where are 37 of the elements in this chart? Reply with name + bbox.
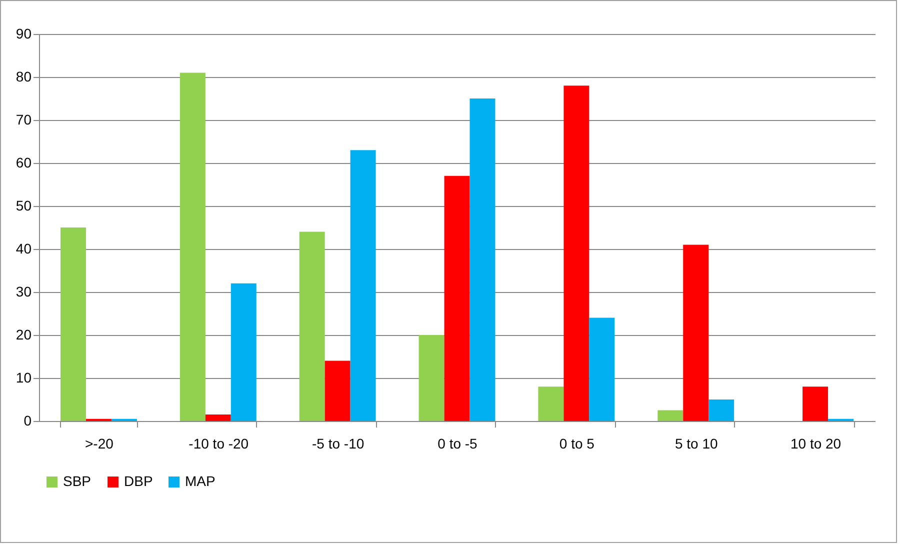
x-tick-label: >-20 bbox=[85, 436, 114, 452]
y-tick-label: 60 bbox=[16, 154, 32, 170]
y-tick-label: 30 bbox=[16, 284, 32, 300]
legend-label: DBP bbox=[124, 473, 153, 489]
bar bbox=[708, 400, 734, 421]
x-tick-label: 10 to 20 bbox=[790, 436, 842, 452]
y-tick-label: 10 bbox=[16, 370, 32, 386]
bar bbox=[350, 150, 376, 421]
y-tick-label: 50 bbox=[16, 198, 32, 214]
bar bbox=[418, 335, 444, 421]
bar bbox=[564, 86, 590, 421]
x-tick-label: 5 to 10 bbox=[674, 436, 718, 452]
bar bbox=[205, 414, 231, 421]
y-tick-label: 40 bbox=[16, 240, 32, 256]
bar bbox=[444, 176, 470, 421]
legend-label: SBP bbox=[63, 473, 92, 489]
y-tick-label: 90 bbox=[16, 26, 32, 42]
y-tick-label: 20 bbox=[16, 326, 32, 342]
bar bbox=[470, 98, 496, 421]
x-tick-label: -10 to -20 bbox=[188, 436, 249, 452]
bar bbox=[299, 232, 325, 421]
bar bbox=[683, 244, 709, 421]
bar bbox=[60, 228, 86, 421]
bar bbox=[180, 72, 206, 421]
bar bbox=[658, 410, 684, 421]
x-tick-label: 0 to -5 bbox=[438, 436, 478, 452]
bar bbox=[230, 283, 256, 421]
y-tick-label: 70 bbox=[16, 112, 32, 128]
legend-label: MAP bbox=[185, 473, 216, 489]
y-tick-label: 80 bbox=[16, 68, 32, 84]
bar bbox=[802, 386, 828, 421]
y-tick-label: 0 bbox=[24, 412, 32, 428]
bar bbox=[589, 318, 615, 421]
bar bbox=[538, 386, 564, 421]
x-tick-label: -5 to -10 bbox=[312, 436, 364, 452]
x-tick-label: 0 to 5 bbox=[559, 436, 595, 452]
bar bbox=[324, 360, 350, 421]
